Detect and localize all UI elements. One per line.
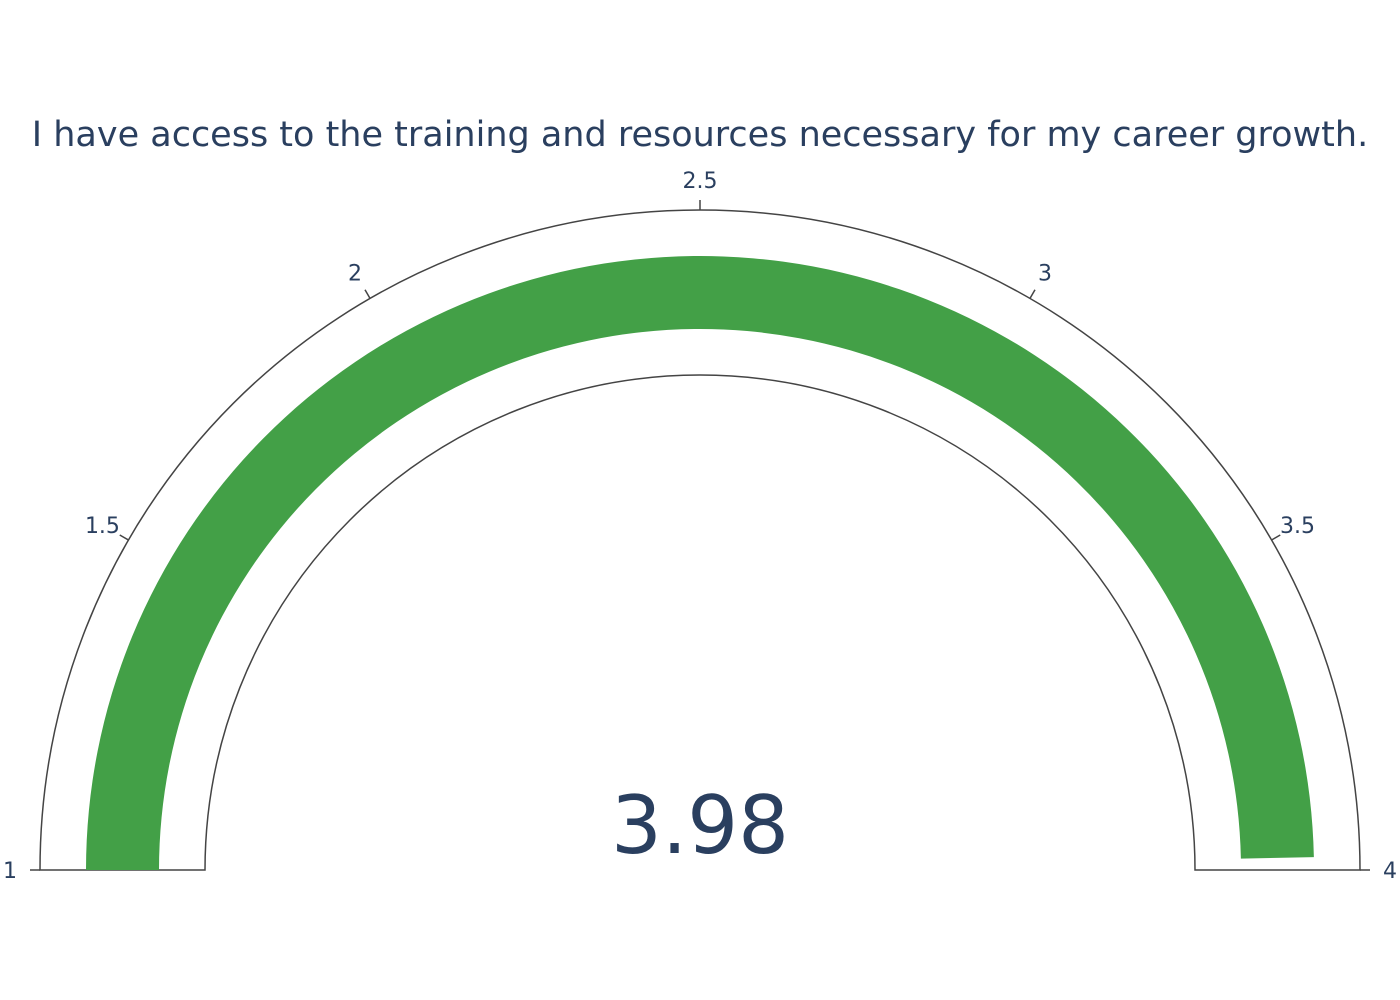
gauge-value: 3.98: [611, 779, 789, 872]
gauge-tick-label: 3: [1038, 261, 1052, 286]
gauge-tick-label: 2: [348, 261, 362, 286]
gauge-tick: [1029, 289, 1036, 299]
gauge-tick-label: 1.5: [85, 514, 120, 539]
gauge-tick: [364, 289, 371, 299]
gauge-tick-label: 3.5: [1280, 514, 1315, 539]
gauge-axis: 1 1.5 2 2.5 3 3.5 4: [3, 169, 1397, 884]
gauge-value-bar: [86, 256, 1314, 870]
gauge-tick: [119, 534, 129, 541]
chart-title: I have access to the training and resour…: [32, 115, 1368, 155]
gauge-tick: [1271, 534, 1281, 541]
gauge-tick-label: 2.5: [683, 169, 718, 194]
gauge-tick-label: 4: [1383, 859, 1397, 884]
gauge-tick-label: 1: [3, 859, 17, 884]
